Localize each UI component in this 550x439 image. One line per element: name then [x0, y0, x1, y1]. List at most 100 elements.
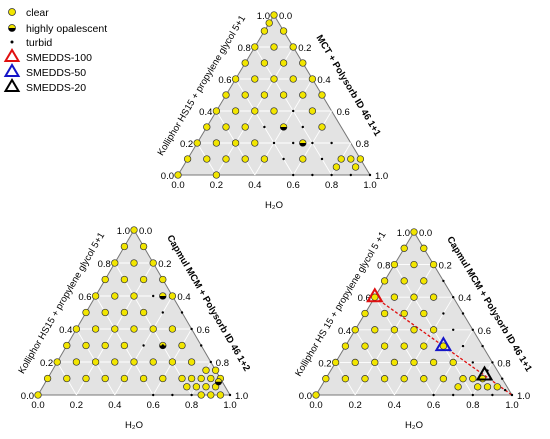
bottom-tick-label: 0.6: [427, 400, 440, 411]
clear-point: [400, 309, 408, 318]
clear-point: [82, 308, 90, 317]
clear-point: [251, 107, 259, 115]
turbid-point: [180, 311, 184, 314]
clear-point: [193, 139, 201, 147]
turbid-point: [349, 173, 352, 177]
clear-point: [270, 11, 278, 19]
right-tick-label: 0.6: [478, 326, 491, 337]
clear-point: [111, 259, 119, 267]
left-tick-label: 0.8: [377, 261, 390, 272]
turbid-point: [171, 393, 174, 397]
turbid-point: [471, 328, 474, 331]
bottom-tick-label: 0.4: [388, 400, 401, 411]
legend-smedds100-marker: [3, 48, 21, 62]
turbid-point: [263, 125, 266, 129]
turbid-point: [491, 361, 494, 364]
clear-point: [390, 260, 399, 269]
clear-point: [197, 374, 205, 383]
bottom-tick-label: 0.4: [108, 400, 121, 411]
clear-point: [318, 123, 326, 131]
clear-point: [241, 155, 249, 163]
clear-point: [72, 358, 81, 366]
turbid-point: [442, 312, 445, 315]
legend-smedds100-label: SMEDDS-100: [26, 52, 92, 64]
clear-point: [380, 277, 389, 285]
clear-point: [120, 308, 129, 317]
turbid-point: [152, 294, 155, 298]
right-tick-label: 0.8: [216, 358, 229, 369]
left-tick-label: 0.8: [98, 259, 111, 270]
bottom-axis-title: H₂O: [405, 420, 423, 431]
turbid-point: [301, 125, 304, 129]
turbid-point: [282, 157, 285, 161]
clear-point: [410, 293, 418, 301]
clear-point: [241, 91, 249, 99]
clear-point: [351, 358, 359, 367]
ternary-triangle: [37, 229, 231, 396]
clear-point: [474, 383, 482, 391]
clear-point: [53, 358, 61, 366]
clear-point: [130, 259, 138, 267]
clear-point: [289, 75, 297, 83]
turbid-point: [442, 279, 445, 283]
opalescent-point: [159, 292, 167, 300]
clear-point: [251, 139, 259, 147]
clear-point: [469, 375, 477, 383]
clear-point: [410, 228, 418, 236]
clear-point: [212, 139, 221, 147]
turbid-point: [292, 141, 295, 145]
clear-point: [91, 358, 100, 366]
clear-point: [130, 325, 138, 333]
clear-point: [429, 358, 438, 367]
ternary-panel-bottom-right: 0.0 0.2 0.4 0.6 0.8 1.00.00.20.40.60.81.01.00…: [293, 228, 534, 431]
clear-point: [429, 260, 438, 269]
left-tick-label: 0.6: [78, 292, 91, 303]
legend-clear-marker: [8, 8, 16, 16]
clear-point: [120, 242, 129, 251]
clear-point: [260, 155, 269, 163]
turbid-point: [311, 173, 314, 177]
clear-point: [91, 325, 100, 333]
clear-point: [120, 275, 129, 284]
turbid-point: [481, 344, 484, 348]
left-tick-label: 0.0: [299, 391, 312, 402]
turbid-point: [209, 360, 212, 364]
turbid-point: [142, 344, 145, 347]
turbid-point: [471, 361, 474, 364]
clear-point: [420, 277, 428, 285]
clear-point: [429, 326, 438, 334]
clear-point: [207, 391, 215, 399]
clear-point: [429, 293, 438, 301]
bottom-tick-label: 1.0: [223, 400, 236, 411]
clear-point: [332, 163, 341, 171]
clear-point: [34, 391, 42, 399]
clear-point: [279, 91, 288, 99]
ternary-panel-top: 0.0 0.2 0.4 0.6 0.8 1.00.00.20.40.60.81.01.00…: [156, 11, 389, 211]
bottom-tick-label: 0.8: [325, 180, 338, 191]
clear-point: [265, 19, 273, 27]
turbid-point: [452, 296, 455, 299]
bottom-tick-label: 1.0: [505, 400, 518, 411]
clear-point: [187, 358, 196, 366]
clear-point: [356, 155, 365, 163]
clear-point: [178, 374, 186, 383]
clear-point: [222, 123, 230, 131]
turbid-point: [200, 344, 203, 347]
bottom-tick-label: 0.2: [349, 400, 362, 411]
clear-point: [159, 374, 167, 383]
right-tick-label: 0.2: [298, 43, 311, 54]
right-tick-label: 1.0: [517, 391, 530, 402]
clear-point: [380, 309, 389, 318]
left-tick-label: 0.6: [218, 75, 231, 86]
clear-point: [251, 43, 259, 51]
turbid-point: [190, 327, 193, 331]
turbid-point: [292, 173, 295, 177]
clear-point: [183, 383, 191, 391]
legend-turbid-label: turbid: [26, 37, 52, 49]
clear-point: [400, 342, 408, 350]
clear-point: [400, 277, 408, 285]
turbid-point: [510, 393, 514, 397]
opalescent-half: [215, 381, 222, 386]
clear-point: [72, 325, 81, 333]
bottom-tick-label: 0.6: [147, 400, 160, 411]
